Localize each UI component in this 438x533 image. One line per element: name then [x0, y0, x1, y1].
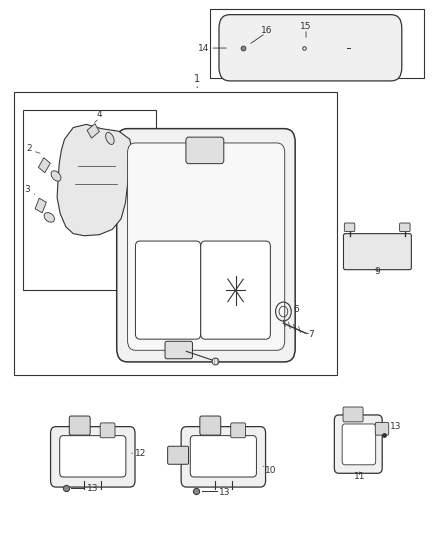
- FancyBboxPatch shape: [344, 223, 355, 231]
- FancyBboxPatch shape: [342, 424, 376, 465]
- FancyBboxPatch shape: [343, 407, 363, 422]
- Text: 10: 10: [265, 466, 276, 475]
- Ellipse shape: [44, 213, 54, 222]
- FancyBboxPatch shape: [168, 446, 188, 464]
- FancyBboxPatch shape: [399, 223, 410, 231]
- Text: 8: 8: [175, 349, 180, 358]
- FancyBboxPatch shape: [375, 422, 389, 435]
- Text: 3: 3: [25, 185, 30, 194]
- FancyBboxPatch shape: [231, 423, 246, 438]
- Polygon shape: [35, 198, 46, 213]
- FancyBboxPatch shape: [127, 143, 285, 350]
- FancyBboxPatch shape: [343, 233, 411, 270]
- FancyBboxPatch shape: [135, 241, 201, 339]
- FancyBboxPatch shape: [334, 415, 382, 473]
- Text: 4: 4: [96, 110, 102, 119]
- FancyBboxPatch shape: [23, 110, 156, 290]
- FancyBboxPatch shape: [14, 92, 336, 375]
- FancyBboxPatch shape: [190, 435, 256, 477]
- Text: 5: 5: [136, 156, 142, 165]
- FancyBboxPatch shape: [210, 10, 424, 78]
- Text: 12: 12: [135, 449, 147, 458]
- Text: 13: 13: [87, 484, 98, 493]
- FancyBboxPatch shape: [186, 137, 224, 164]
- FancyBboxPatch shape: [69, 416, 90, 435]
- FancyBboxPatch shape: [201, 241, 270, 339]
- FancyBboxPatch shape: [117, 128, 295, 362]
- Text: 15: 15: [300, 22, 312, 31]
- FancyBboxPatch shape: [60, 435, 126, 477]
- FancyBboxPatch shape: [181, 426, 265, 487]
- Text: 14: 14: [198, 44, 209, 53]
- Text: 11: 11: [354, 472, 365, 481]
- Ellipse shape: [106, 133, 114, 144]
- Text: 9: 9: [374, 267, 380, 276]
- Polygon shape: [57, 124, 132, 236]
- FancyBboxPatch shape: [219, 14, 402, 81]
- Text: 6: 6: [294, 305, 300, 314]
- FancyBboxPatch shape: [200, 416, 221, 435]
- Text: 13: 13: [219, 488, 230, 497]
- Text: 2: 2: [26, 144, 32, 153]
- Polygon shape: [39, 158, 50, 173]
- Text: 13: 13: [390, 422, 401, 431]
- Text: 1: 1: [194, 74, 200, 84]
- FancyBboxPatch shape: [165, 341, 192, 359]
- Text: 16: 16: [261, 26, 272, 35]
- FancyBboxPatch shape: [50, 426, 135, 487]
- Text: 7: 7: [309, 330, 314, 339]
- Ellipse shape: [51, 171, 61, 181]
- FancyBboxPatch shape: [100, 423, 115, 438]
- Polygon shape: [87, 124, 99, 138]
